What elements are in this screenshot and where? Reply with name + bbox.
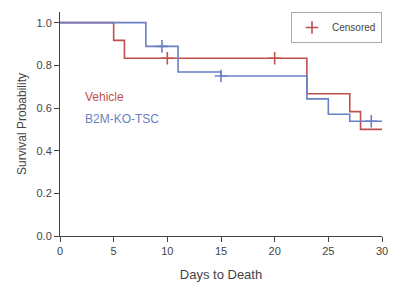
svg-text:Censored: Censored [332, 22, 375, 33]
svg-text:0.2: 0.2 [37, 187, 52, 199]
svg-text:0.4: 0.4 [37, 145, 52, 157]
svg-text:B2M-KO-TSC: B2M-KO-TSC [85, 112, 159, 126]
svg-text:25: 25 [322, 245, 334, 257]
svg-text:5: 5 [111, 245, 117, 257]
svg-text:Survival Probability: Survival Probability [15, 73, 29, 175]
svg-text:1.0: 1.0 [37, 17, 52, 29]
svg-text:0.8: 0.8 [37, 59, 52, 71]
svg-text:30: 30 [376, 245, 388, 257]
svg-text:20: 20 [269, 245, 281, 257]
svg-text:15: 15 [215, 245, 227, 257]
svg-text:0.6: 0.6 [37, 102, 52, 114]
svg-text:Vehicle: Vehicle [85, 90, 124, 104]
svg-text:0: 0 [57, 245, 63, 257]
svg-text:0.0: 0.0 [37, 230, 52, 242]
svg-text:10: 10 [161, 245, 173, 257]
svg-text:Days to Death: Days to Death [180, 267, 262, 282]
